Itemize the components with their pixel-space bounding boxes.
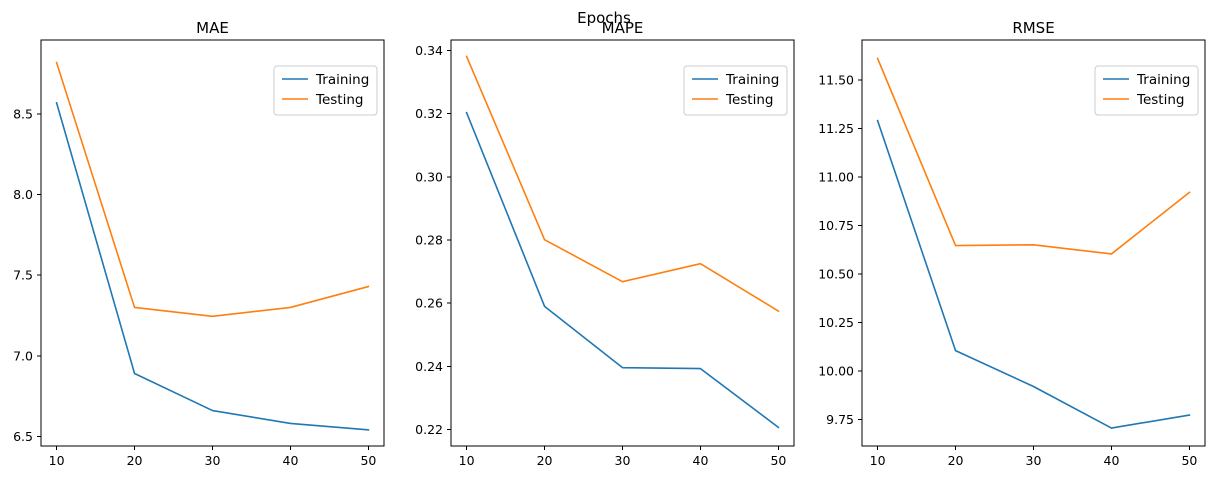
y-tick-label: 0.24 xyxy=(415,359,443,374)
subplot-title-rmse: RMSE xyxy=(1012,19,1054,37)
y-tick-label: 11.25 xyxy=(818,121,854,136)
y-tick-label: 0.26 xyxy=(415,296,443,311)
series-line-training-mae xyxy=(55,101,370,431)
legend-label-training: Training xyxy=(725,72,779,88)
x-tick-label: 50 xyxy=(1181,453,1197,468)
y-tick-label: 11.50 xyxy=(818,72,854,87)
subplot-mae: MAE 10 20 30 40 50 6.5 7.0 7.5 8.0 8.5 Training Test… xyxy=(13,19,385,468)
x-tick-label: 50 xyxy=(360,453,376,468)
series-line-training-rmse xyxy=(876,119,1191,429)
y-tick-label: 10.00 xyxy=(818,363,854,378)
y-tick-label: 9.75 xyxy=(826,412,854,427)
y-tick-label: 10.50 xyxy=(818,266,854,281)
x-tick-label: 10 xyxy=(49,453,65,468)
subplot-title-mae: MAE xyxy=(196,19,229,37)
series-line-testing-mape xyxy=(465,55,780,313)
legend-label-testing: Testing xyxy=(315,92,363,108)
subplot-title-mape: MAPE xyxy=(602,19,644,37)
y-tick-label: 8.5 xyxy=(13,107,33,122)
y-tick-label: 0.32 xyxy=(415,106,443,121)
x-tick-label: 40 xyxy=(283,453,299,468)
figure-suptitle: Epochs xyxy=(577,9,631,27)
y-tick-label: 10.75 xyxy=(818,218,854,233)
subplots: MAE 10 20 30 40 50 6.5 7.0 7.5 8.0 8.5 Training Test… xyxy=(13,19,1206,468)
y-tick-label: 8.0 xyxy=(13,187,33,202)
x-tick-label: 10 xyxy=(459,453,475,468)
legend-label-testing: Testing xyxy=(725,92,773,108)
legend-mape: Training Testing xyxy=(683,65,788,116)
x-tick-label: 40 xyxy=(1104,453,1120,468)
x-tick-label: 30 xyxy=(1026,453,1042,468)
legend-mae: Training Testing xyxy=(273,65,378,116)
legend-label-testing: Testing xyxy=(1136,92,1184,108)
x-tick-label: 20 xyxy=(537,453,553,468)
x-tick-label: 30 xyxy=(615,453,631,468)
subplot-rmse: RMSE 10 20 30 40 50 9.75 10.00 10.25 10.50 10.75 11… xyxy=(818,19,1206,468)
legend-label-training: Training xyxy=(1136,72,1190,88)
x-tick-label: 20 xyxy=(948,453,964,468)
y-tick-label: 0.34 xyxy=(415,43,443,58)
x-tick-label: 50 xyxy=(770,453,786,468)
y-tick-label: 10.25 xyxy=(818,315,854,330)
x-tick-label: 20 xyxy=(127,453,143,468)
y-tick-label: 0.28 xyxy=(415,232,443,247)
y-tick-label: 0.30 xyxy=(415,169,443,184)
x-tick-label: 10 xyxy=(870,453,886,468)
legend-label-training: Training xyxy=(315,72,369,88)
y-tick-label: 6.5 xyxy=(13,429,33,444)
x-tick-label: 40 xyxy=(693,453,709,468)
series-line-testing-mae xyxy=(55,61,370,318)
y-tick-label: 7.0 xyxy=(13,348,33,363)
series-line-training-mape xyxy=(465,111,780,429)
y-tick-label: 7.5 xyxy=(13,268,33,283)
y-tick-label: 11.00 xyxy=(818,169,854,184)
legend-rmse: Training Testing xyxy=(1094,65,1199,116)
subplot-mape: MAPE 10 20 30 40 50 0.22 0.24 0.26 0.28 0.30 0.32 0.… xyxy=(415,19,795,468)
series-line-testing-rmse xyxy=(876,57,1191,255)
y-tick-label: 0.22 xyxy=(415,422,443,437)
x-tick-label: 30 xyxy=(205,453,221,468)
